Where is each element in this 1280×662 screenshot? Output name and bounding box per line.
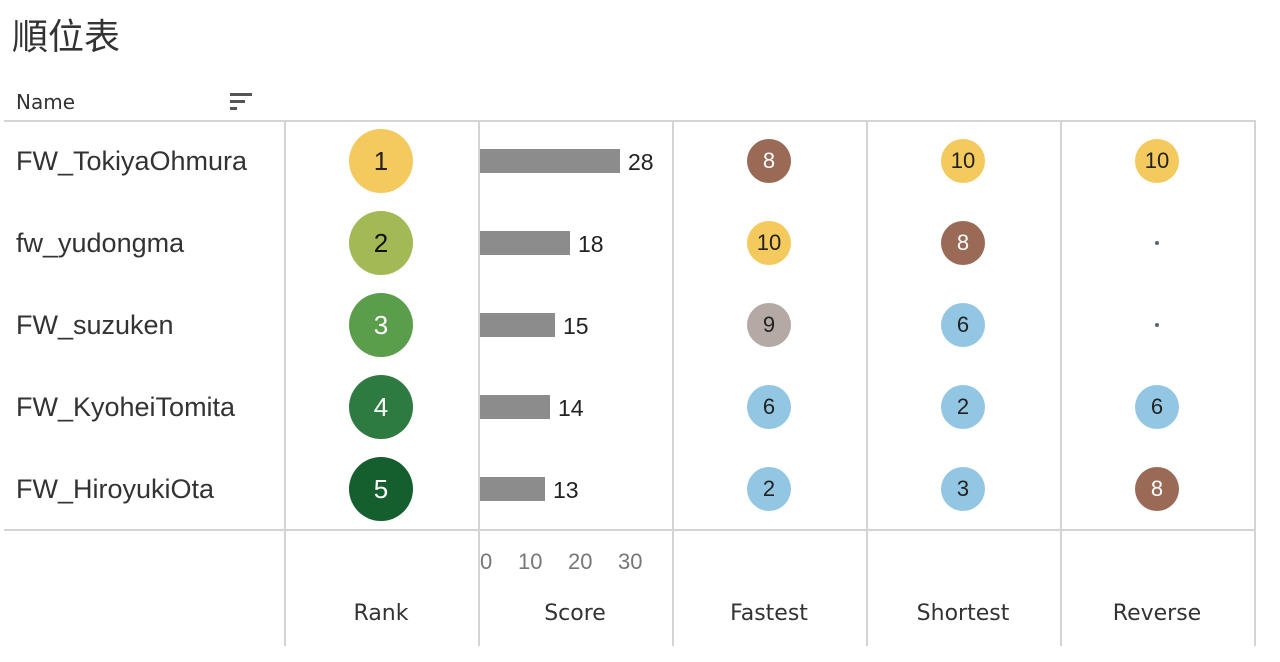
shortest-mark[interactable]: 8	[941, 221, 985, 265]
fastest-mark[interactable]: 2	[747, 467, 791, 511]
score-label: 18	[578, 231, 604, 257]
score-bar[interactable]	[480, 149, 620, 173]
fastest-mark[interactable]: 6	[747, 385, 791, 429]
score-bar[interactable]	[480, 231, 570, 255]
player-name: FW_suzuken	[16, 310, 174, 340]
score-tick-label: 20	[568, 549, 593, 574]
column-divider	[672, 120, 674, 646]
score-label: 13	[553, 477, 579, 503]
fastest-mark[interactable]: 10	[747, 221, 791, 265]
score-bar[interactable]	[480, 313, 555, 337]
score-label: 28	[628, 149, 654, 175]
player-name: FW_HiroyukiOta	[16, 474, 215, 504]
shortest-mark[interactable]: 3	[941, 467, 985, 511]
rank-mark[interactable]: 2	[349, 211, 413, 275]
page-title: 順位表	[12, 17, 121, 58]
column-header-reverse[interactable]: Reverse	[1112, 601, 1202, 626]
column-header-rank[interactable]: Rank	[353, 601, 409, 626]
column-divider	[1254, 120, 1256, 646]
score-label: 14	[558, 395, 584, 421]
player-name: FW_TokiyaOhmura	[16, 146, 248, 176]
column-divider	[284, 120, 286, 646]
reverse-mark[interactable]: 10	[1135, 139, 1179, 183]
reverse-empty-mark	[1155, 241, 1159, 245]
column-header-score[interactable]: Score	[544, 601, 606, 626]
footer-divider	[4, 529, 1256, 531]
column-divider	[866, 120, 868, 646]
column-divider	[1060, 120, 1062, 646]
score-tick-label: 30	[618, 549, 643, 574]
column-header-fastest[interactable]: Fastest	[730, 601, 808, 626]
shortest-mark[interactable]: 6	[941, 303, 985, 347]
score-bar[interactable]	[480, 395, 550, 419]
player-name: FW_KyoheiTomita	[16, 392, 236, 422]
player-name: fw_yudongma	[16, 228, 185, 258]
reverse-empty-mark	[1155, 323, 1159, 327]
score-bar[interactable]	[480, 477, 545, 501]
fastest-mark[interactable]: 8	[747, 139, 791, 183]
shortest-mark[interactable]: 10	[941, 139, 985, 183]
column-header-shortest[interactable]: Shortest	[916, 601, 1010, 626]
score-tick-label: 0	[480, 549, 493, 574]
score-label: 15	[563, 313, 589, 339]
rank-mark[interactable]: 4	[349, 375, 413, 439]
reverse-mark[interactable]: 6	[1135, 385, 1179, 429]
rank-mark[interactable]: 1	[349, 129, 413, 193]
reverse-mark[interactable]: 8	[1135, 467, 1179, 511]
fastest-mark[interactable]: 9	[747, 303, 791, 347]
score-tick-label: 10	[518, 549, 543, 574]
rank-mark[interactable]: 3	[349, 293, 413, 357]
rank-mark[interactable]: 5	[349, 457, 413, 521]
header-divider	[4, 120, 1256, 122]
sort-icon[interactable]	[230, 91, 252, 113]
shortest-mark[interactable]: 2	[941, 385, 985, 429]
name-column-header[interactable]: Name	[16, 90, 76, 114]
